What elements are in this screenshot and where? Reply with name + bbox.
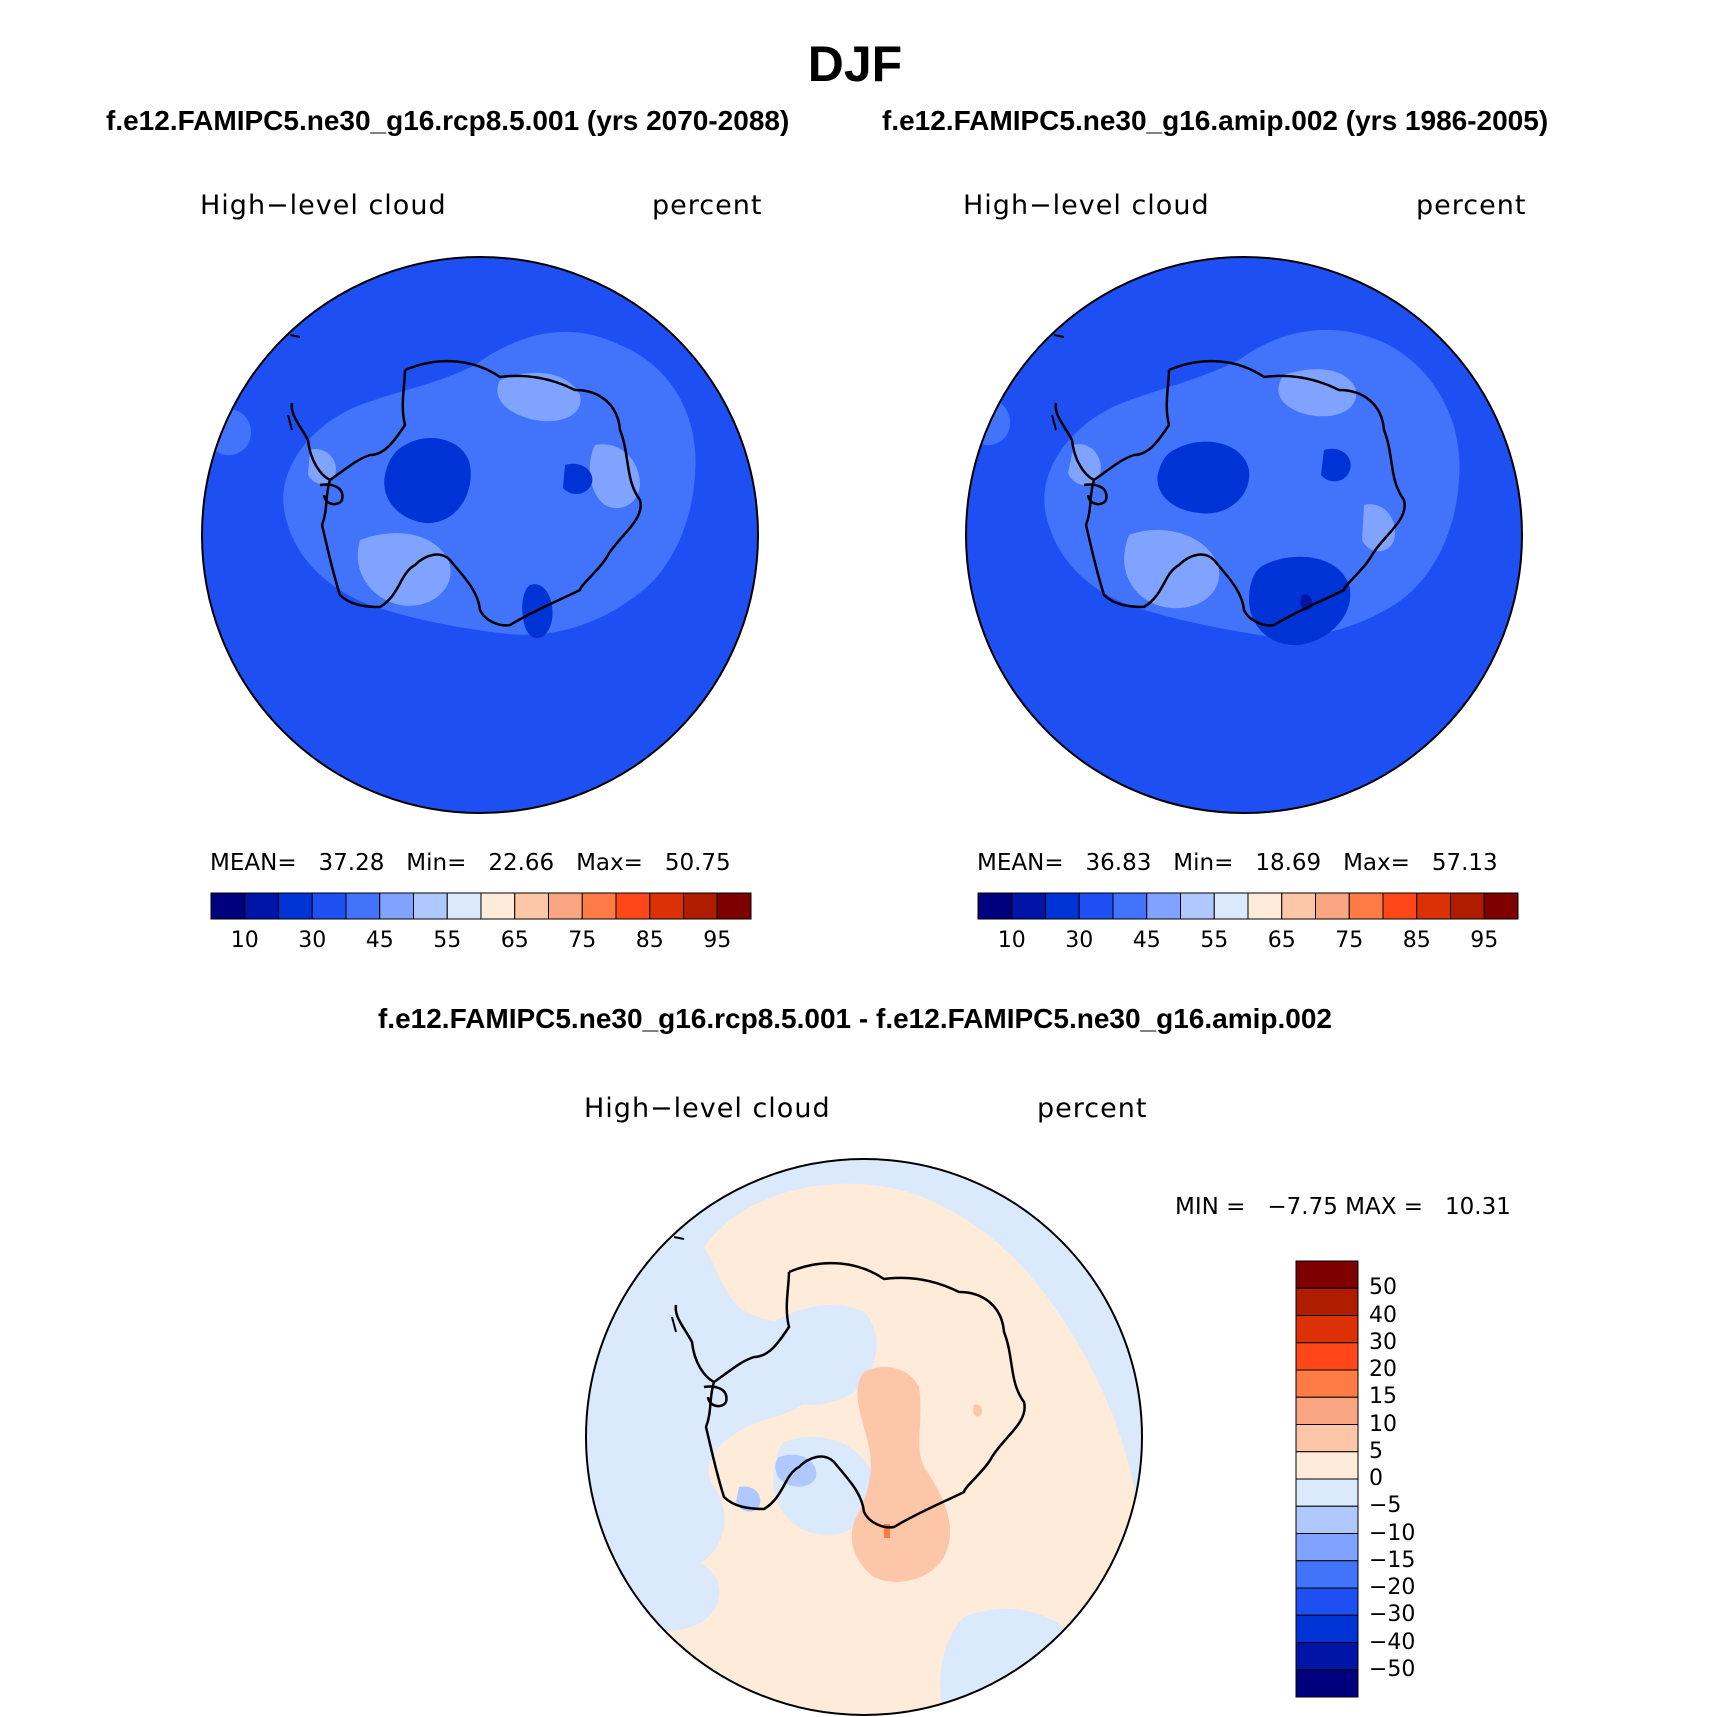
colorbar-swatch [480, 892, 516, 920]
colorbar-tick-label: −5 [1369, 1493, 1402, 1519]
colorbar-tick-label: 20 [1369, 1357, 1397, 1382]
difference-colorbar [1295, 1260, 1359, 1698]
colorbar-tick-label: 10 [997, 928, 1026, 953]
colorbar-tick-label: −10 [1369, 1520, 1416, 1546]
colorbar-swatch [1078, 892, 1114, 920]
diff-units-label: percent [1037, 1093, 1148, 1124]
colorbar-swatch [1295, 1505, 1359, 1534]
colorbar-tick-label: 85 [635, 928, 664, 953]
colorbar-swatch [1045, 892, 1080, 920]
colorbar-swatch [1295, 1642, 1359, 1671]
colorbar-tick-label: 75 [568, 928, 597, 953]
colorbar-swatch [1295, 1260, 1359, 1289]
colorbar-swatch [1295, 1396, 1359, 1425]
panel-b-units-label: percent [1416, 190, 1527, 221]
colorbar-tick-label: 85 [1402, 928, 1431, 953]
colorbar-swatch [1295, 1614, 1359, 1643]
colorbar-tick-label: 55 [433, 928, 462, 953]
colorbar-tick-label: 95 [703, 928, 732, 953]
colorbar-swatch [977, 892, 1013, 920]
colorbar-swatch [1295, 1342, 1359, 1371]
colorbar-swatch [244, 892, 279, 920]
colorbar-tick-label: −40 [1369, 1629, 1416, 1655]
colorbar-swatch [649, 892, 684, 920]
colorbar-tick-label: 55 [1200, 928, 1229, 953]
colorbar-tick-label: 30 [1065, 928, 1094, 953]
difference-polar-map [585, 1158, 1143, 1716]
colorbar-swatch [1483, 892, 1519, 920]
colorbar-swatch [1146, 892, 1181, 920]
panel-b-polar-map [965, 256, 1523, 814]
colorbar-tick-label: 50 [1369, 1275, 1397, 1301]
colorbar-swatch [1295, 1533, 1359, 1562]
colorbar-swatch [1295, 1669, 1359, 1698]
colorbar-tick-label: 65 [500, 928, 529, 953]
colorbar-swatch [683, 892, 718, 920]
colorbar-swatch [1011, 892, 1046, 920]
panel-b-variable-label: High−level cloud [963, 190, 1210, 221]
colorbar-tick-label: 30 [1369, 1329, 1397, 1355]
figure-season-title: DJF [807, 36, 903, 92]
colorbar-swatch [311, 892, 347, 920]
colorbar-tick-label: 30 [298, 928, 327, 953]
colorbar-swatch [1295, 1587, 1359, 1616]
colorbar-tick-label: 45 [1132, 928, 1161, 953]
colorbar-tick-label: 40 [1369, 1302, 1397, 1328]
colorbar-tick-label: 95 [1470, 928, 1499, 953]
colorbar-tick-label: 10 [230, 928, 259, 953]
colorbar-swatch [379, 892, 414, 920]
colorbar-swatch [716, 892, 752, 920]
diff-variable-label: High−level cloud [584, 1093, 831, 1124]
colorbar-swatch [548, 892, 583, 920]
colorbar-swatch [1112, 892, 1148, 920]
panel-a-polar-map [201, 256, 759, 814]
colorbar-tick-label: 0 [1369, 1466, 1383, 1491]
colorbar-swatch [1281, 892, 1316, 920]
colorbar-swatch [1295, 1560, 1359, 1589]
colorbar-swatch [1295, 1287, 1359, 1316]
colorbar-swatch [413, 892, 448, 920]
colorbar-tick-label: −15 [1369, 1547, 1416, 1573]
difference-title: f.e12.FAMIPC5.ne30_g16.rcp8.5.001 - f.e1… [377, 1003, 1333, 1034]
case-b-title: f.e12.FAMIPC5.ne30_g16.amip.002 (yrs 198… [882, 105, 1549, 136]
panel-b-stats: MEAN= 36.83 Min= 18.69 Max= 57.13 [977, 850, 1498, 876]
colorbar-swatch [1382, 892, 1418, 920]
colorbar-swatch [1315, 892, 1350, 920]
colorbar-tick-label: −20 [1369, 1575, 1416, 1600]
colorbar-swatch [615, 892, 651, 920]
colorbar-tick-label: 15 [1369, 1384, 1397, 1410]
colorbar-tick-label: 45 [365, 928, 394, 953]
colorbar-swatch [1295, 1424, 1359, 1453]
colorbar-tick-label: 75 [1335, 928, 1364, 953]
colorbar-swatch [446, 892, 482, 920]
colorbar-swatch [278, 892, 313, 920]
colorbar-swatch [1295, 1451, 1359, 1480]
colorbar-swatch [1295, 1315, 1359, 1344]
colorbar-tick-label: 10 [1369, 1411, 1397, 1437]
colorbar-tick-label: −50 [1369, 1656, 1416, 1682]
panel-b-colorbar [977, 892, 1519, 920]
colorbar-swatch [514, 892, 549, 920]
colorbar-swatch [1180, 892, 1215, 920]
panel-a-variable-label: High−level cloud [200, 190, 447, 221]
diff-min-max: MIN = −7.75 MAX = 10.31 [1175, 1194, 1511, 1220]
colorbar-swatch [1213, 892, 1249, 920]
colorbar-swatch [1450, 892, 1485, 920]
colorbar-swatch [1416, 892, 1451, 920]
panel-a-units-label: percent [652, 190, 763, 221]
colorbar-swatch [210, 892, 246, 920]
colorbar-swatch [1247, 892, 1283, 920]
colorbar-tick-label: 65 [1267, 928, 1296, 953]
colorbar-swatch [1295, 1369, 1359, 1398]
panel-a-colorbar [210, 892, 752, 920]
colorbar-tick-label: 5 [1369, 1438, 1383, 1464]
colorbar-swatch [345, 892, 381, 920]
case-a-title: f.e12.FAMIPC5.ne30_g16.rcp8.5.001 (yrs 2… [106, 105, 790, 136]
colorbar-swatch [581, 892, 617, 920]
colorbar-tick-label: −30 [1369, 1602, 1416, 1628]
colorbar-swatch [1295, 1478, 1359, 1507]
panel-a-stats: MEAN= 37.28 Min= 22.66 Max= 50.75 [210, 850, 731, 876]
colorbar-swatch [1348, 892, 1384, 920]
